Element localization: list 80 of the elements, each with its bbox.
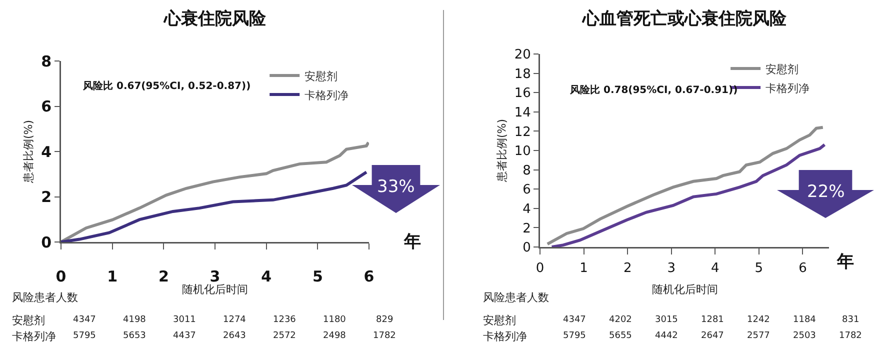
y-tick-label: 6: [522, 182, 531, 198]
x-tick-label: 5: [312, 268, 323, 286]
chart-title: 心血管死亡或心衰住院风险: [582, 8, 788, 29]
text: 1184: [793, 315, 816, 325]
x-tick-label: 6: [798, 261, 807, 276]
x-tick-label: 6: [364, 268, 374, 286]
x-tick-label: 0: [56, 268, 66, 286]
text: 卡格列净: [12, 330, 56, 343]
text: 4202: [609, 315, 632, 325]
y-tick-label: 16: [514, 86, 531, 102]
x-tick-label: 2: [158, 268, 169, 286]
text: 5655: [609, 331, 632, 341]
text: 1782: [373, 331, 396, 341]
text: 4347: [73, 315, 96, 325]
text: 年: [836, 252, 854, 272]
text: 4347: [563, 315, 586, 325]
text: 3015: [655, 315, 678, 325]
text: 5795: [73, 331, 96, 341]
text: 1180: [323, 315, 346, 325]
text: 1281: [701, 315, 724, 325]
x-axis-title: 随机化后时间: [182, 283, 248, 296]
y-tick-label: 2: [41, 188, 52, 206]
y-tick-label: 18: [514, 66, 531, 82]
legend-label: 安慰剂: [304, 70, 338, 83]
x-tick-label: 1: [107, 268, 118, 286]
y-tick-label: 4: [522, 202, 531, 217]
legend-label: 卡格列净: [304, 88, 349, 102]
x-tick-label: 3: [210, 268, 220, 286]
text: 2643: [223, 331, 246, 341]
text: 1274: [223, 315, 246, 325]
text: 1242: [747, 315, 770, 325]
annotation: 风险比 0.67(95%CI, 0.52-0.87)): [82, 80, 251, 92]
text: 年: [403, 232, 421, 252]
y-tick-label: 20: [514, 48, 531, 63]
x-tick-label: 4: [711, 261, 720, 276]
text: 2577: [747, 331, 770, 341]
x-tick-label: 5: [754, 261, 764, 276]
text: 安慰剂: [12, 314, 45, 327]
text: 829: [376, 315, 394, 325]
x-tick-label: 2: [623, 261, 632, 276]
text: 5653: [123, 331, 146, 341]
text: 4198: [123, 315, 146, 325]
x-tick-label: 1: [580, 261, 588, 276]
text: 4437: [173, 331, 196, 341]
text: 3011: [173, 315, 196, 325]
y-tick-label: 4: [41, 142, 52, 161]
y-tick-label: 14: [514, 105, 531, 120]
text: 安慰剂: [483, 314, 516, 327]
y-axis-title: 患者比例(%): [22, 120, 35, 184]
text: 风险患者人数: [12, 291, 78, 304]
y-tick-label: 12: [514, 124, 531, 140]
x-tick-label: 4: [261, 268, 272, 286]
text: 2498: [323, 331, 346, 341]
annotation: 风险比 0.78(95%CI, 0.67-0.91)): [569, 84, 738, 96]
text: 1236: [273, 315, 296, 325]
text: 2572: [273, 331, 296, 341]
text: 33%: [377, 177, 415, 197]
legend-label: 卡格列净: [766, 82, 810, 95]
text: 风险患者人数: [483, 291, 549, 304]
y-tick-label: 8: [41, 52, 52, 70]
x-tick-label: 3: [667, 261, 676, 276]
text: 2647: [701, 331, 724, 341]
y-tick-label: 2: [522, 221, 531, 236]
text: 5795: [563, 331, 586, 341]
y-tick-label: 8: [522, 163, 531, 178]
text: 1782: [839, 331, 862, 341]
y-axis-title: 患者比例(%): [495, 118, 508, 184]
x-axis-title: 随机化后时间: [652, 283, 718, 296]
text: 831: [842, 315, 860, 325]
y-tick-label: 6: [41, 98, 52, 116]
annotation: 22%: [807, 182, 845, 202]
x-tick-label: 0: [536, 261, 544, 276]
chart-title: 心衰住院风险: [163, 8, 267, 29]
text: 2503: [793, 331, 816, 341]
y-tick-label: 0: [522, 240, 531, 256]
y-tick-label: 10: [514, 144, 531, 160]
y-tick-label: 0: [41, 233, 52, 252]
legend-label: 安慰剂: [766, 62, 799, 76]
text: 4442: [655, 331, 678, 341]
text: 卡格列净: [483, 330, 527, 343]
